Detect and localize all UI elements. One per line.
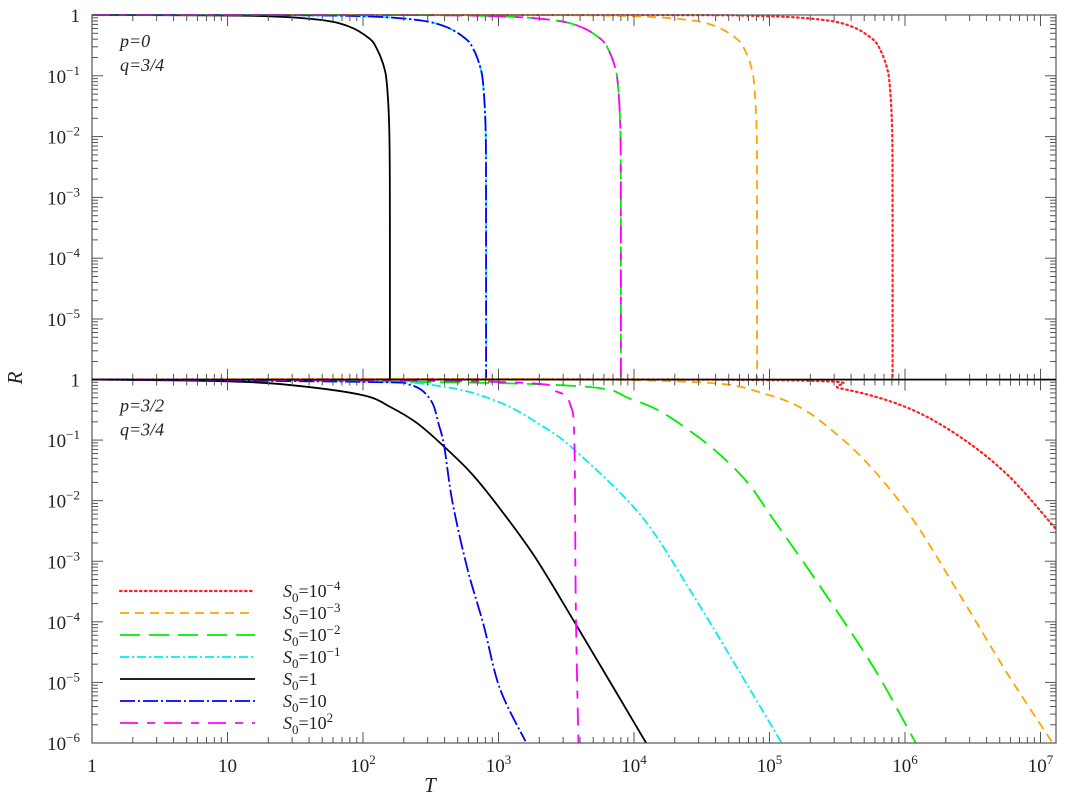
x-tick-label: 1 xyxy=(87,756,97,777)
y-tick-label: 10−3 xyxy=(47,184,80,209)
axes xyxy=(91,14,1057,744)
legend: S0=10−4S0=10−3S0=10−2S0=10−1S0=1S0=10S0=… xyxy=(118,578,341,737)
y-axis-title: R xyxy=(3,371,27,385)
x-axis-title: T xyxy=(424,773,437,797)
y-tick-label: 10−2 xyxy=(47,124,80,149)
y-tick-label: 10−4 xyxy=(47,245,80,270)
series-line-bottom-S0-102 xyxy=(92,378,580,744)
series-line-top-S0-10-2 xyxy=(92,14,622,380)
legend-label-S0-10-3: S0=10−3 xyxy=(283,600,341,627)
x-tick-label: 102 xyxy=(350,752,376,777)
legend-label-S0-102: S0=102 xyxy=(283,710,333,737)
legend-label-S0-10-1: S0=10−1 xyxy=(283,644,341,671)
series-line-bottom-S0-10-1 xyxy=(92,378,783,744)
series-line-top-S0-10-3 xyxy=(92,14,758,380)
x-tick-label: 106 xyxy=(892,752,918,777)
y-tick-label: 10−6 xyxy=(47,730,80,755)
legend-label-S0-10: S0=10 xyxy=(283,691,327,715)
bottom-panel-curves xyxy=(92,378,1056,744)
y-tick-label: 10−3 xyxy=(47,548,80,573)
x-tick-label: 103 xyxy=(486,752,512,777)
y-tick-label: 10−1 xyxy=(47,63,80,88)
y-tick-label: 10−4 xyxy=(47,609,80,634)
panel-annotation: q=3/4 xyxy=(120,420,164,440)
panel-annotation: p=3/2 xyxy=(118,396,164,416)
series-line-bottom-S0-10 xyxy=(92,378,527,742)
y-tick-label: 10−1 xyxy=(47,427,80,452)
series-line-bottom-S0-10-3 xyxy=(92,378,1054,744)
x-tick-label: 104 xyxy=(621,752,647,777)
labels: 1 10−1 10−2 10−3 10−4 10−5 p=0 q=3/4 R 1 10−1 10−2 1… xyxy=(3,6,1054,797)
x-tick-label: 105 xyxy=(757,752,783,777)
y-tick-label: 10−2 xyxy=(47,488,80,513)
series-line-top-S0-10-4 xyxy=(92,14,894,380)
panel-frame-top xyxy=(91,14,1057,381)
top-panel-curves xyxy=(92,14,894,380)
series-line-bottom-S0-1 xyxy=(92,378,647,744)
legend-label-S0-10-4: S0=10−4 xyxy=(283,578,341,605)
y-tick-label: 10−5 xyxy=(47,669,80,694)
legend-label-S0-10-2: S0=10−2 xyxy=(283,622,341,649)
y-tick-label: 1 xyxy=(71,371,81,392)
y-tick-label: 1 xyxy=(71,6,81,27)
x-tick-label: 107 xyxy=(1028,752,1054,777)
series-line-top-S0-102 xyxy=(92,14,622,380)
y-tick-label: 10−5 xyxy=(47,306,80,331)
legend-label-S0-1: S0=1 xyxy=(283,669,318,693)
panel-annotation: p=0 xyxy=(118,31,150,51)
series-line-bottom-S0-10-2 xyxy=(92,378,917,744)
panel-annotation: q=3/4 xyxy=(120,55,164,75)
x-tick-label: 10 xyxy=(218,756,237,777)
